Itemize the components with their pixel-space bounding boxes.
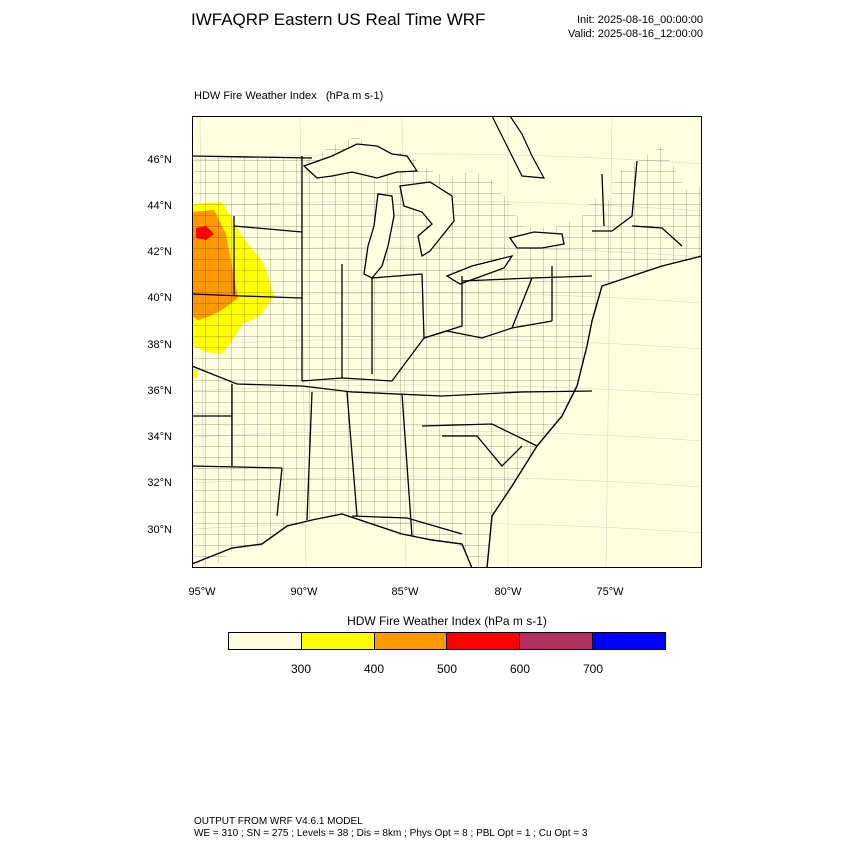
lat-label: 38°N bbox=[147, 339, 172, 351]
footer-line-1: OUTPUT FROM WRF V4.6.1 MODEL bbox=[194, 816, 363, 827]
colorbar-tick: 700 bbox=[582, 662, 604, 676]
colorbar-tick: 500 bbox=[436, 662, 458, 676]
lat-label: 34°N bbox=[147, 431, 172, 443]
colorbar-title: HDW Fire Weather Index (hPa m s-1) bbox=[347, 614, 547, 628]
footer-line-2: WE = 310 ; SN = 275 ; Levels = 38 ; Dis … bbox=[194, 828, 588, 839]
county-lines bbox=[192, 136, 702, 568]
colorbar-tick: 400 bbox=[363, 662, 385, 676]
colorbar-swatch bbox=[593, 633, 665, 649]
lat-label: 30°N bbox=[147, 524, 172, 536]
lon-label: 75°W bbox=[596, 586, 624, 598]
lake-superior bbox=[302, 143, 419, 179]
colorbar-swatch bbox=[374, 633, 448, 649]
colorbar-swatch bbox=[520, 633, 594, 649]
lake-michigan bbox=[363, 193, 395, 279]
lat-label: 36°N bbox=[147, 385, 172, 397]
valid-time: Valid: 2025-08-16_12:00:00 bbox=[568, 28, 703, 40]
lon-label: 95°W bbox=[188, 586, 216, 598]
main-title: IWFAQRP Eastern US Real Time WRF bbox=[191, 10, 486, 29]
colorbar-tick: 300 bbox=[290, 662, 312, 676]
lake-ontario bbox=[508, 231, 565, 249]
lat-label: 44°N bbox=[147, 200, 172, 212]
lon-label: 85°W bbox=[391, 586, 419, 598]
map-border bbox=[192, 116, 702, 568]
colorbar-swatch bbox=[229, 633, 302, 649]
coastline bbox=[486, 255, 702, 568]
state-boundaries bbox=[192, 155, 683, 537]
canada-coast bbox=[491, 116, 546, 179]
model-footer: OUTPUT FROM WRF V4.6.1 MODEL WE = 310 ; … bbox=[194, 816, 587, 840]
init-valid-times: Init: 2025-08-16_00:00:00 Valid: 2025-08… bbox=[540, 13, 703, 41]
colorbar-swatch bbox=[447, 633, 521, 649]
lake-huron bbox=[399, 181, 455, 258]
lon-label: 80°W bbox=[494, 586, 522, 598]
lat-label: 32°N bbox=[147, 477, 172, 489]
colorbar-swatch bbox=[301, 633, 375, 649]
gulf-coast bbox=[192, 513, 473, 568]
lake-erie bbox=[445, 254, 514, 285]
colorbar bbox=[228, 632, 666, 650]
lat-label: 40°N bbox=[147, 292, 172, 304]
plot-title: HDW Fire Weather Index (hPa m s-1) bbox=[194, 90, 384, 102]
colorbar-tick: 600 bbox=[509, 662, 531, 676]
lat-label: 42°N bbox=[147, 246, 172, 258]
lon-label: 90°W bbox=[290, 586, 318, 598]
init-time: Init: 2025-08-16_00:00:00 bbox=[577, 14, 703, 26]
great-lakes bbox=[302, 143, 565, 285]
lat-label: 46°N bbox=[147, 154, 172, 166]
map-panel bbox=[192, 116, 702, 568]
